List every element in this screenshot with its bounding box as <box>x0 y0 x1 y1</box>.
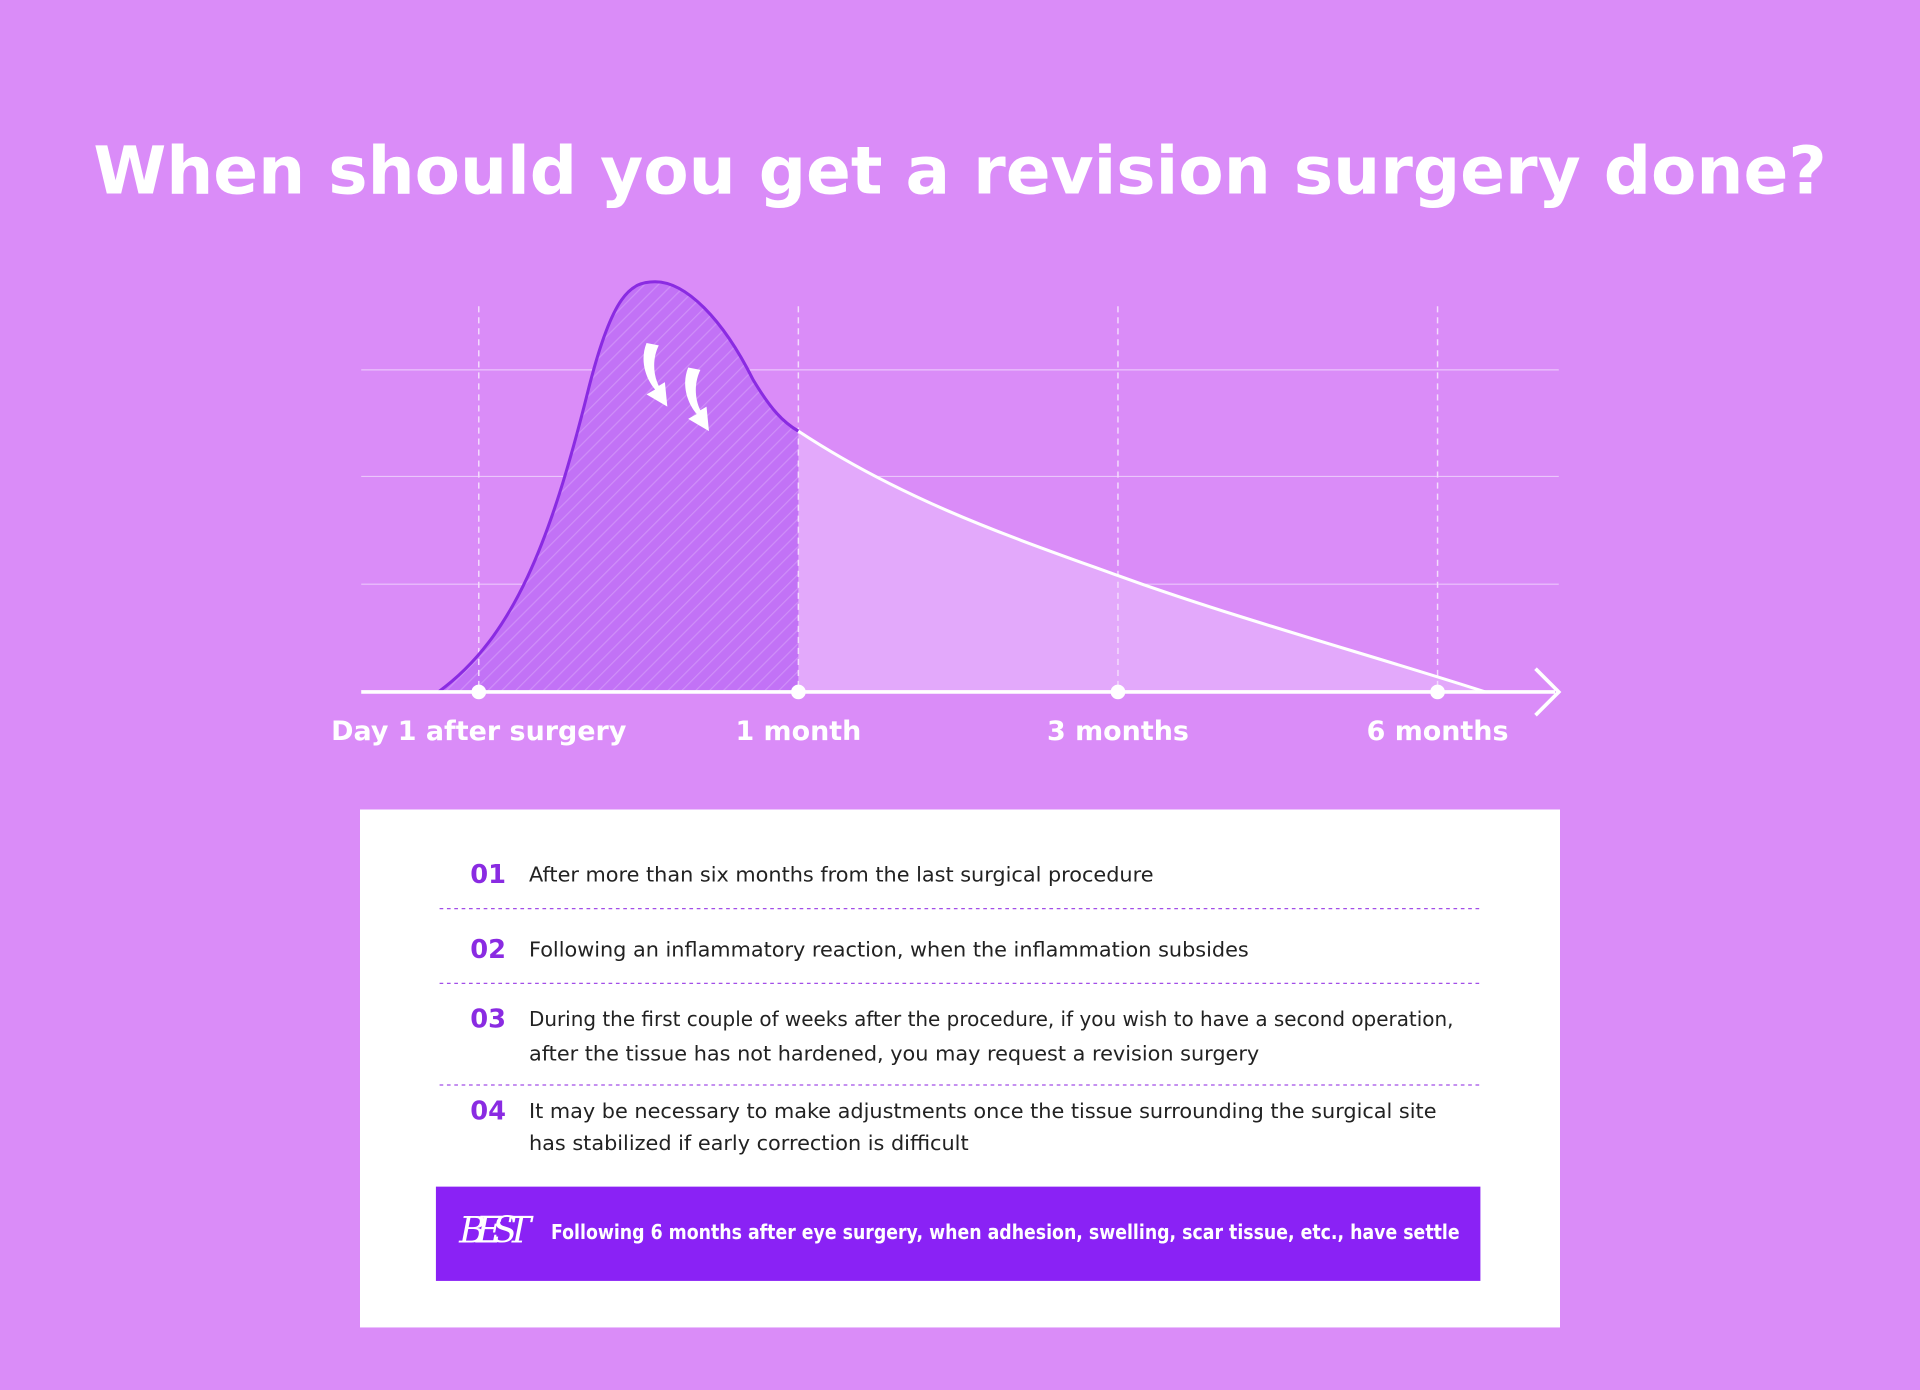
arrows <box>643 342 709 432</box>
curve-early <box>437 280 800 694</box>
item-text: During the first couple of weeks after t… <box>529 1007 1453 1031</box>
item-text: after the tissue has not hardened, you m… <box>529 1041 1259 1065</box>
best-text: Following 6 months after eye surgery, wh… <box>551 1220 1460 1244</box>
item-number: 01 <box>470 860 506 890</box>
timeline-label: 6 months <box>1367 716 1509 747</box>
early-area <box>438 281 799 692</box>
item-text: After more than six months from the last… <box>529 863 1154 887</box>
best-tag: BEST <box>458 1209 534 1252</box>
timeline-label: 3 months <box>1047 716 1189 747</box>
item-text: It may be necessary to make adjustments … <box>529 1099 1437 1123</box>
timeline-dot <box>791 684 806 700</box>
timeline-label: 1 month <box>735 716 861 747</box>
late-area <box>798 431 1486 692</box>
timeline-dot <box>1110 684 1126 700</box>
curve-late <box>797 429 1486 694</box>
timeline-dot <box>1430 684 1445 700</box>
item-number: 02 <box>470 935 506 965</box>
timeline-dot <box>471 684 487 700</box>
chart: Day 1 after surgery 1 month 3 months 6 mont… <box>331 280 1562 747</box>
axis-arrow <box>1534 667 1562 717</box>
best-bar <box>435 1186 1481 1281</box>
item-number: 04 <box>470 1096 506 1126</box>
item-number: 03 <box>470 1005 506 1035</box>
item-text: has stabilized if early correction is di… <box>529 1131 969 1155</box>
timeline-label: Day 1 after surgery <box>331 716 627 747</box>
item-text: Following an inflammatory reaction, when… <box>529 937 1249 961</box>
title: When should you get a revision surgery d… <box>93 132 1826 209</box>
